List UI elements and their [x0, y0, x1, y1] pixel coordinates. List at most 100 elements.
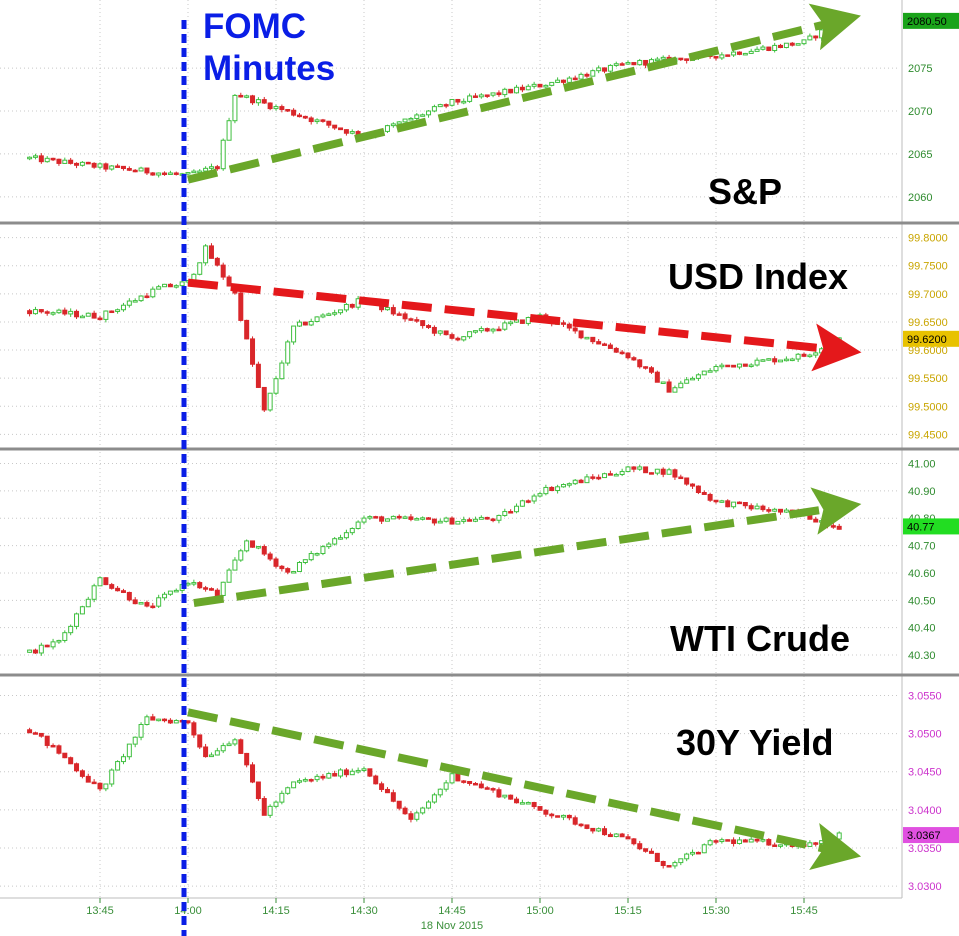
- candle-body: [244, 95, 250, 98]
- candle-body: [648, 850, 654, 854]
- y-tick-label: 40.40: [908, 623, 936, 635]
- candle-body: [778, 359, 784, 363]
- candle-body: [220, 581, 226, 597]
- candle-body: [273, 106, 279, 110]
- fomc-minutes-label: FOMC Minutes: [203, 6, 335, 90]
- candle-body: [660, 468, 666, 475]
- candle-body: [449, 98, 455, 106]
- candle-body: [203, 587, 209, 590]
- candle-body: [566, 323, 572, 329]
- candle-body: [255, 546, 261, 549]
- y-tick-label: 2075: [908, 63, 932, 75]
- candle-body: [431, 794, 437, 803]
- candle-body: [660, 861, 666, 867]
- candle-body: [631, 357, 637, 361]
- y-tick-label: 3.0450: [908, 767, 942, 779]
- candle-body: [578, 823, 584, 827]
- candle-body: [132, 169, 138, 173]
- candle-body: [103, 783, 109, 790]
- candle-body: [367, 516, 373, 519]
- candle-body: [672, 862, 678, 867]
- candle-body: [349, 527, 355, 534]
- x-tick-label: 15:15: [614, 905, 642, 917]
- candle-body: [449, 334, 455, 339]
- candle-body: [824, 836, 830, 842]
- candle-body: [654, 58, 660, 62]
- candle-body: [332, 124, 338, 129]
- candle-body: [637, 466, 643, 470]
- candle-body: [467, 519, 473, 522]
- candle-body: [748, 505, 754, 510]
- candle-body: [320, 546, 326, 555]
- candle-body: [273, 378, 279, 394]
- candle-body: [291, 109, 297, 116]
- y-tick-label: 99.8000: [908, 233, 948, 245]
- candle-body: [684, 379, 690, 384]
- candle-body: [748, 838, 754, 843]
- candle-body: [537, 806, 543, 811]
- candle-body: [68, 625, 74, 634]
- candle-body: [150, 288, 156, 298]
- candle-body: [74, 763, 80, 772]
- candle-body: [484, 94, 490, 97]
- candle-body: [819, 840, 825, 845]
- y-tick-label: 2065: [908, 149, 932, 161]
- candle-body: [736, 839, 742, 844]
- candle-body: [725, 500, 731, 508]
- candle-body: [519, 802, 525, 805]
- candle-body: [56, 639, 62, 643]
- candle-body: [672, 469, 678, 478]
- candle-body: [725, 54, 731, 57]
- candle-body: [490, 92, 496, 96]
- candle-body: [291, 571, 297, 574]
- candle-body: [355, 521, 361, 529]
- candle-body: [525, 317, 531, 324]
- candle-body: [443, 782, 449, 790]
- candle-body: [783, 509, 789, 513]
- x-tick-label: 14:30: [350, 905, 378, 917]
- candle-body: [261, 546, 267, 555]
- y-tick-label: 3.0350: [908, 843, 942, 855]
- candle-body: [167, 172, 173, 175]
- candle-body: [97, 163, 103, 168]
- candle-body: [695, 374, 701, 379]
- candle-body: [643, 848, 649, 852]
- candle-body: [519, 86, 525, 91]
- candle-body: [660, 56, 666, 60]
- candle-body: [613, 473, 619, 477]
- candle-body: [185, 582, 191, 586]
- candle-body: [824, 28, 830, 32]
- candle-body: [555, 815, 561, 818]
- x-tick-label: 15:30: [702, 905, 730, 917]
- candle-body: [637, 843, 643, 850]
- candle-body: [602, 473, 608, 479]
- candle-body: [285, 109, 291, 112]
- candle-body: [91, 312, 97, 319]
- candle-body: [115, 761, 121, 771]
- candle-body: [332, 312, 338, 315]
- candle-body: [467, 780, 473, 784]
- candle-body: [296, 780, 302, 783]
- candle-body: [162, 718, 168, 722]
- candle-body: [167, 590, 173, 595]
- candle-body: [250, 95, 256, 104]
- candle-body: [62, 159, 68, 164]
- candle-body: [525, 85, 531, 91]
- candle-body: [220, 139, 226, 170]
- candle-body: [338, 127, 344, 131]
- candle-body: [824, 520, 830, 527]
- candle-body: [208, 166, 214, 169]
- candle-body: [701, 491, 707, 495]
- candle-body: [836, 832, 842, 840]
- candle-body: [179, 281, 185, 287]
- candle-body: [91, 162, 97, 168]
- candle-body: [502, 88, 508, 96]
- candle-body: [343, 303, 349, 311]
- candle-body: [255, 99, 261, 104]
- candle-body: [91, 585, 97, 600]
- candle-body: [514, 86, 520, 94]
- candle-body: [490, 328, 496, 332]
- candle-body: [619, 63, 625, 66]
- candle-body: [631, 838, 637, 845]
- candle-body: [572, 77, 578, 81]
